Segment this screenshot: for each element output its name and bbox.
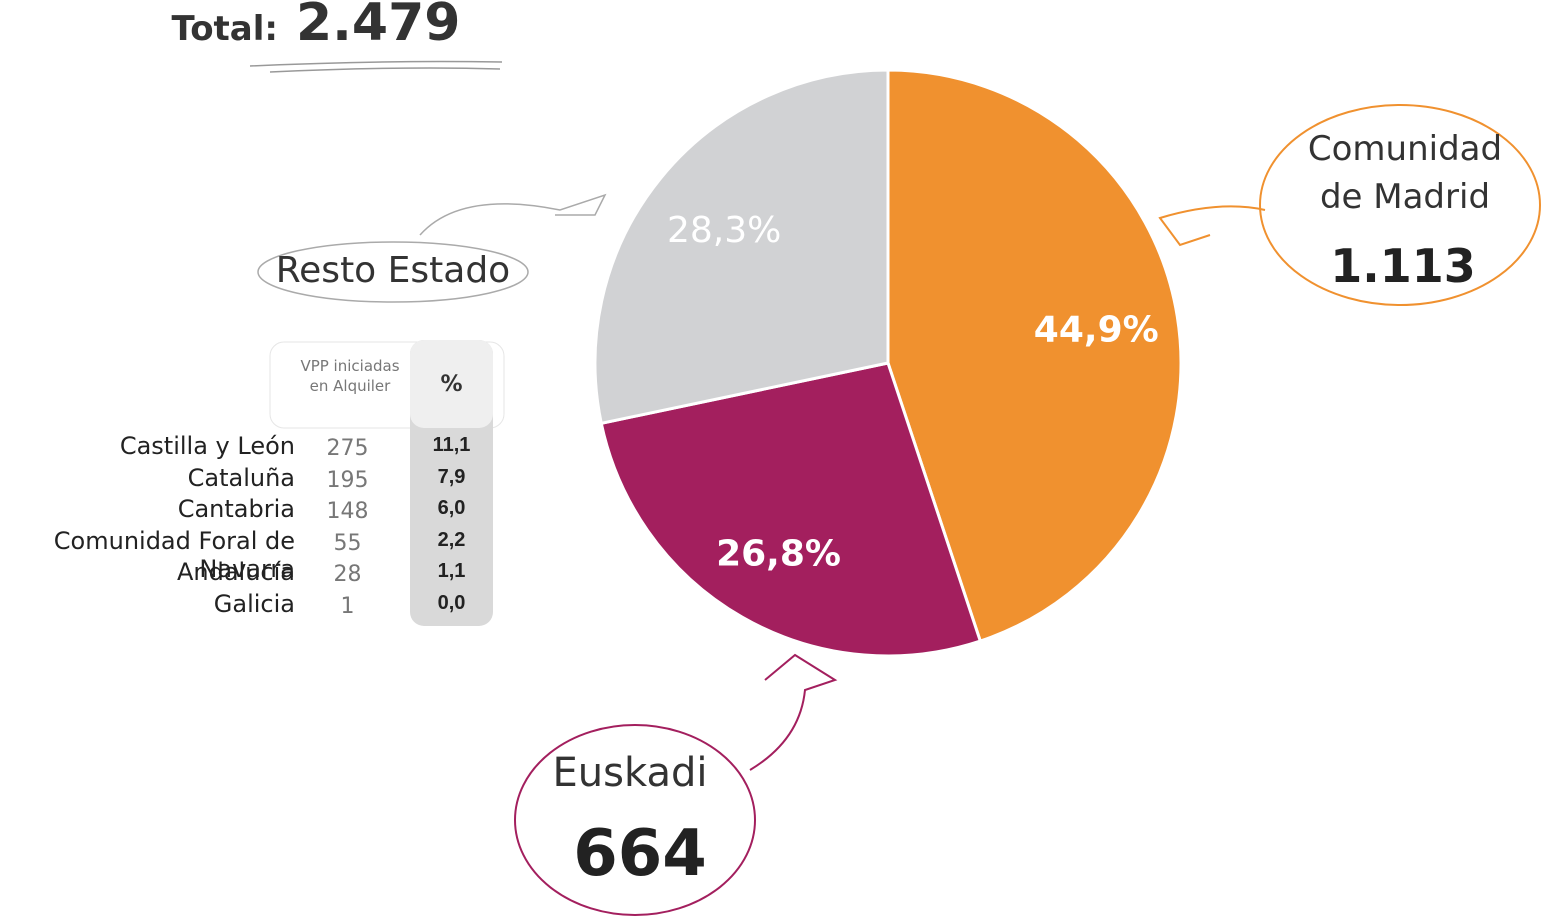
category-label: Comunidad de Madrid <box>1307 129 1503 217</box>
row-name: Galicia <box>213 589 295 618</box>
callout-arrow <box>749 653 838 771</box>
category-label: Euskadi <box>552 750 708 796</box>
row-count: 1 <box>340 593 355 619</box>
callout-ring <box>1259 104 1541 306</box>
row-count: 275 <box>326 436 369 461</box>
value-label: 26,8% <box>716 534 841 575</box>
pct-header <box>410 340 493 428</box>
row-pct: 7,9 <box>437 465 466 488</box>
row-count: 148 <box>326 499 369 524</box>
row-name: Cantabria <box>177 495 295 523</box>
row-pct: 1,1 <box>437 560 466 582</box>
value-label: 28,3% <box>667 210 781 251</box>
underline <box>249 60 503 73</box>
value-label: 44,9% <box>1034 309 1159 350</box>
callout-ring <box>257 241 529 303</box>
row-count: 195 <box>326 467 369 493</box>
row-pct: 2,2 <box>437 528 466 551</box>
row-pct: 11,1 <box>432 434 471 456</box>
callout-ring <box>514 724 756 916</box>
count-label: 664 <box>573 817 707 891</box>
callout-arrow <box>1158 205 1266 247</box>
pie-slice <box>886 68 1183 643</box>
row-pct: 0,0 <box>437 591 466 614</box>
row-name: Castilla y León <box>119 432 295 460</box>
total-value: 2.479 <box>296 0 460 53</box>
row-pct: 6,0 <box>437 497 466 519</box>
column-header: % <box>440 372 463 397</box>
column-header: VPP iniciadas en Alquiler <box>300 357 400 395</box>
table-header-box <box>269 341 505 429</box>
row-name: Comunidad Foral de Navarra <box>53 526 295 583</box>
row-count: 55 <box>333 530 362 556</box>
pie-slice <box>599 361 983 658</box>
callout-arrow <box>419 193 607 236</box>
row-name: Andalucía <box>176 558 295 586</box>
count-label: 1.113 <box>1330 239 1476 293</box>
total-label: Total: <box>172 9 278 49</box>
pie-slice <box>593 68 890 426</box>
row-name: Cataluña <box>187 463 295 492</box>
row-count: 28 <box>333 562 362 587</box>
category-label: Resto Estado <box>275 250 511 291</box>
